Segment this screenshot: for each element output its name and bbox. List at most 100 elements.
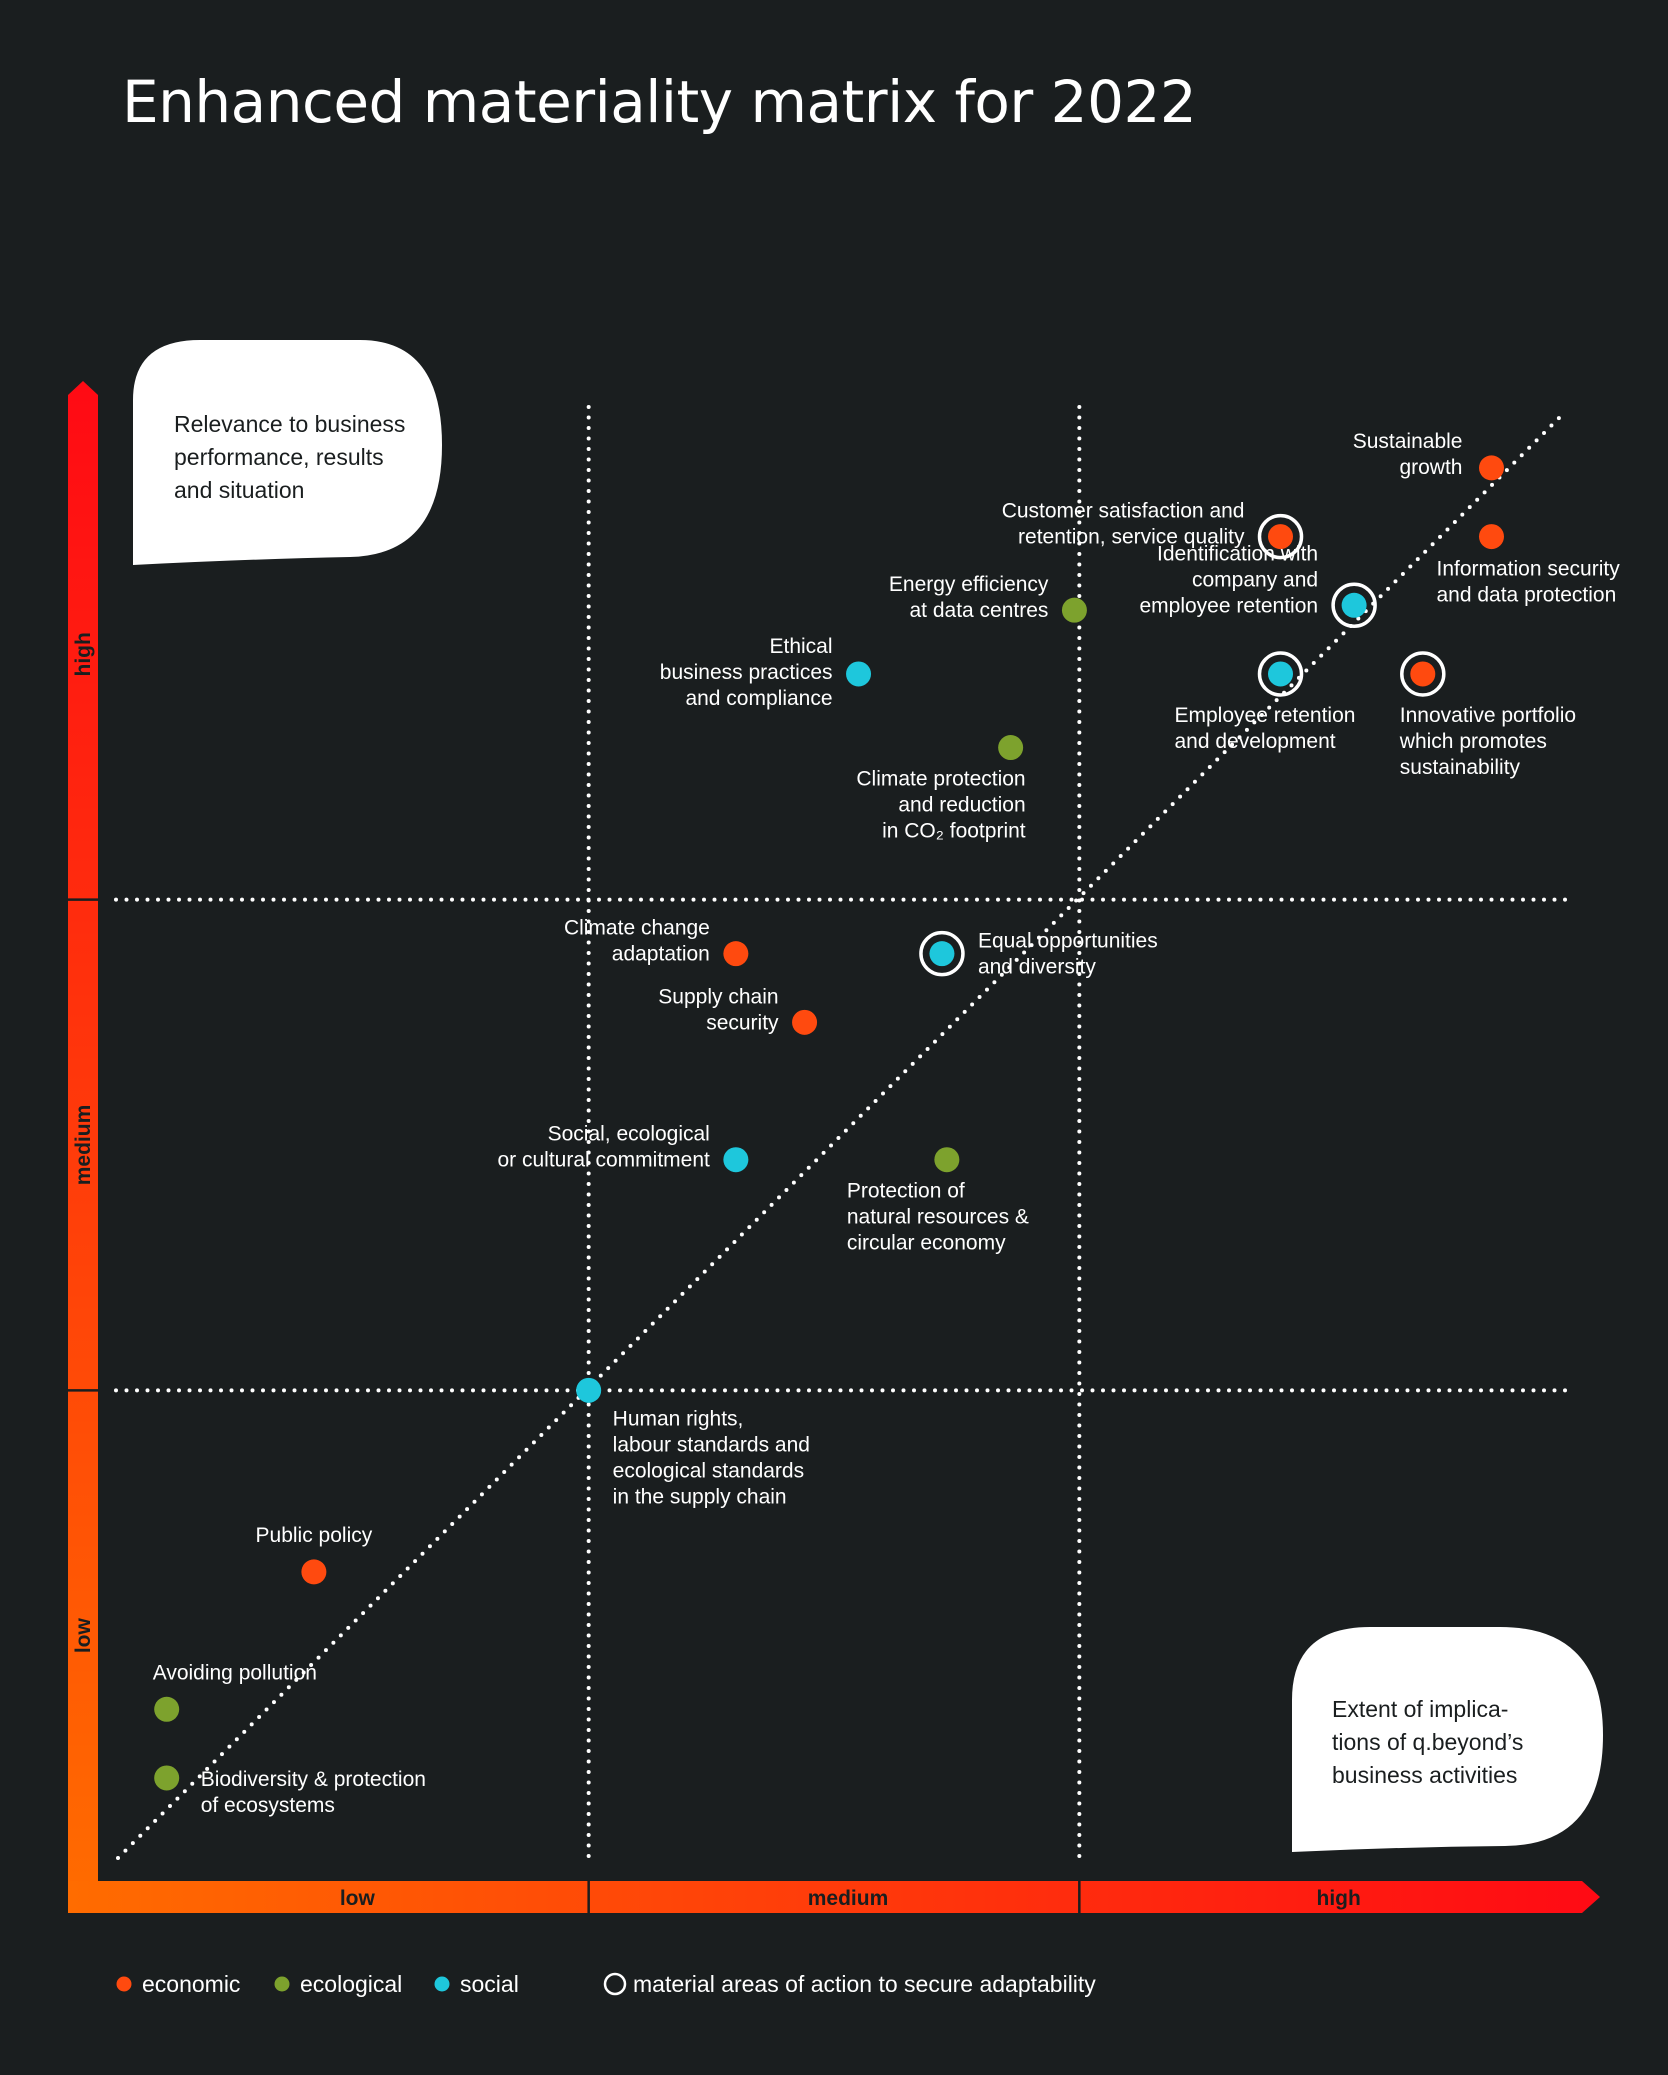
point-label-line: sustainability: [1400, 756, 1521, 779]
x-axis-level-label: low: [340, 1887, 376, 1910]
point-label: Employee retention and development: [1175, 704, 1356, 753]
point-label-line: Innovative portfolio: [1400, 704, 1576, 727]
economic-point: [723, 941, 749, 967]
point-label: Human rights, labour standards and ecologi…: [613, 1407, 810, 1508]
point-label-line: at data centres: [910, 599, 1049, 622]
point-label-line: which promotes: [1399, 730, 1547, 753]
y-axis-level-label: medium: [72, 1105, 95, 1186]
grid-lines: [114, 405, 1570, 1868]
axis-bubbles: Relevance to business performance, result…: [133, 340, 1603, 1852]
y-axis-bubble-text: and situation: [174, 477, 304, 503]
point-label-line: and development: [1175, 730, 1336, 753]
y-axis-bar: [68, 381, 98, 1912]
point-label: Social, ecological or cultural commitment: [497, 1123, 710, 1172]
legend-social-marker: [434, 1976, 450, 1992]
material-ring: [919, 930, 965, 977]
legend-material-marker: [603, 1972, 627, 1996]
material-ring: [1257, 651, 1304, 697]
point-label: Protection of natural resources & circular…: [847, 1180, 1029, 1255]
point-label-line: in the supply chain: [613, 1485, 787, 1508]
point-label-line: Customer satisfaction and: [1002, 500, 1245, 523]
economic-point: [301, 1559, 327, 1585]
point-label-line: employee retention: [1139, 594, 1318, 617]
point-label-line: Identification with: [1157, 542, 1318, 565]
material-ring: [1257, 513, 1304, 560]
point-label-line: Avoiding pollution: [153, 1661, 317, 1684]
legend-economic-marker: [116, 1976, 132, 1992]
point-label-line: and compliance: [685, 687, 832, 710]
x-axis-bubble: [1292, 1627, 1603, 1852]
legend-ecological-marker: [274, 1976, 290, 1992]
point-label-line: in CO₂ footprint: [882, 820, 1026, 843]
x-axis-bar: [68, 1881, 1600, 1913]
economic-point: [1478, 455, 1504, 481]
point-label-line: security: [706, 1011, 779, 1034]
point-label-line: business practices: [660, 661, 833, 684]
point-label-line: Human rights,: [613, 1407, 744, 1430]
y-axis-level-label: low: [72, 1618, 95, 1654]
point-label: Public policy: [256, 1524, 373, 1547]
point-label-line: ecological standards: [613, 1459, 804, 1482]
legend-social-label: social: [460, 1971, 519, 1997]
point-label: Identification with company and employee r…: [1139, 542, 1318, 617]
y-axis-bubble: [133, 340, 442, 565]
economic-point: [1268, 524, 1294, 550]
social-point: [846, 661, 872, 687]
point-label-line: Sustainable: [1353, 430, 1463, 453]
point-label-line: Public policy: [256, 1524, 373, 1547]
social-point: [929, 941, 955, 967]
point-label-line: Energy efficiency: [889, 573, 1049, 596]
x-axis-level-label: medium: [808, 1887, 889, 1910]
point-label-line: and diversity: [978, 956, 1096, 979]
point-label-line: of ecosystems: [201, 1794, 335, 1817]
point-label-line: circular economy: [847, 1232, 1006, 1255]
point-label: Climate change adaptation: [564, 917, 710, 966]
point-label-line: Biodiversity & protection: [201, 1768, 426, 1791]
legend-ecological-label: ecological: [300, 1971, 402, 1997]
page-title: Enhanced materiality matrix for 2022: [122, 68, 1197, 136]
point-label-line: Information security: [1436, 558, 1620, 581]
point-label-line: natural resources &: [847, 1206, 1029, 1229]
point-label-line: retention, service quality: [1018, 526, 1245, 549]
point-label-line: Equal opportunities: [978, 930, 1158, 953]
point-label-line: Social, ecological: [548, 1123, 710, 1146]
ecological-point: [154, 1765, 180, 1791]
point-label-line: Climate protection: [856, 768, 1025, 791]
point-label-line: Employee retention: [1175, 704, 1356, 727]
y-axis-bubble-text: Relevance to business: [174, 411, 405, 437]
point-label: Ethical business practices and compliance: [660, 635, 833, 710]
y-axis-level-label: high: [72, 632, 95, 676]
axes: low medium high low medium high: [68, 381, 1600, 1913]
ecological-point: [998, 735, 1024, 761]
point-label: Innovative portfolio which promotes sustai…: [1399, 704, 1576, 779]
social-point: [1341, 592, 1367, 618]
ecological-point: [934, 1147, 960, 1173]
point-label: Climate protection and reduction in CO₂ fo…: [856, 768, 1025, 843]
point-label-line: and reduction: [898, 794, 1025, 817]
economic-point: [1410, 661, 1436, 687]
economic-point: [792, 1009, 818, 1035]
point-label-line: Ethical: [770, 635, 833, 658]
point-label: Sustainable growth: [1353, 430, 1463, 479]
social-point: [1268, 661, 1294, 687]
legend: economic ecological social material areas o…: [116, 1971, 1096, 1997]
legend-material-label: material areas of action to secure adapt…: [633, 1971, 1096, 1997]
point-label-line: adaptation: [612, 943, 710, 966]
x-axis-bubble-text: tions of q.beyond’s: [1332, 1729, 1523, 1755]
economic-point: [1478, 524, 1504, 550]
point-label: Avoiding pollution: [153, 1661, 317, 1684]
y-axis-bubble-text: performance, results: [174, 444, 384, 470]
material-ring: [1400, 651, 1446, 697]
point-label: Supply chain security: [658, 985, 779, 1034]
point-label: Customer satisfaction and retention, serv…: [1002, 500, 1245, 549]
material-ring: [1331, 582, 1377, 629]
point-label: Equal opportunities and diversity: [978, 930, 1158, 979]
point-label-line: company and: [1192, 568, 1318, 591]
x-axis-bubble-text: business activities: [1332, 1762, 1517, 1788]
data-points: Sustainable growth Information security and…: [153, 430, 1621, 1817]
social-point: [723, 1147, 749, 1173]
point-label-line: Supply chain: [658, 985, 778, 1008]
ecological-point: [1061, 597, 1087, 623]
legend-economic-label: economic: [142, 1971, 240, 1997]
